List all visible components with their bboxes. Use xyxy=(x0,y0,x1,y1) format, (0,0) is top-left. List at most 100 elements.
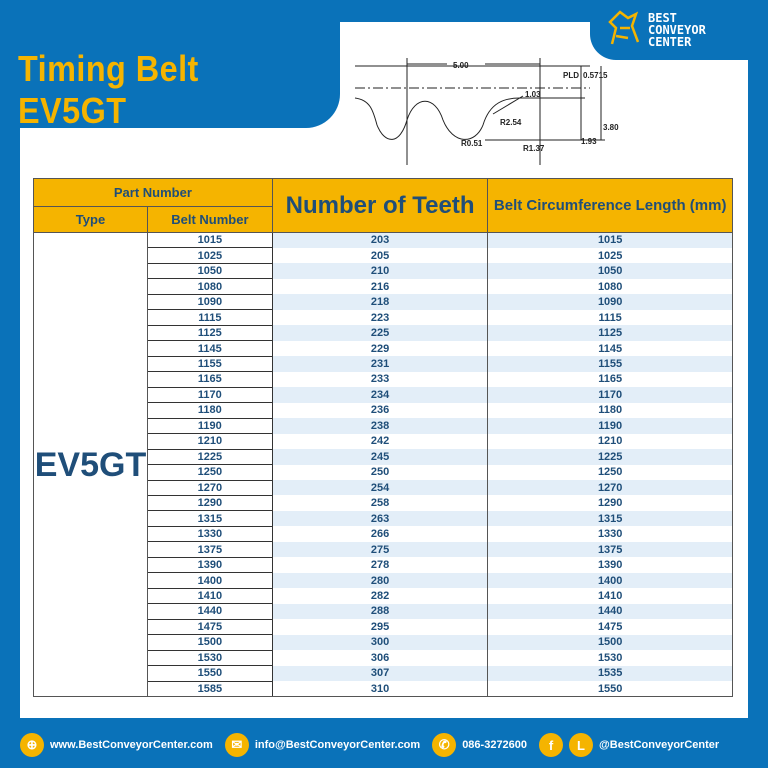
length-cell: 1390 xyxy=(487,557,733,573)
logo-line-2: CONVEYOR xyxy=(648,23,706,37)
belt-number-cell: 1375 xyxy=(146,541,273,558)
teeth-cell: 231 xyxy=(271,356,489,372)
belt-number-cell: 1170 xyxy=(146,386,273,404)
table-row: 1330 266 1330 xyxy=(34,525,733,543)
teeth-cell: 288 xyxy=(271,603,489,620)
belt-number-cell: 1165 xyxy=(146,371,273,388)
dim-pld: PLD xyxy=(563,71,579,80)
table-row: 1210 242 1210 xyxy=(34,433,733,450)
header-belt-number: Belt Number xyxy=(146,206,273,233)
phone-number[interactable]: 086-3272600 xyxy=(462,739,528,751)
length-cell: 1315 xyxy=(487,510,733,527)
length-cell: 1190 xyxy=(487,418,733,434)
dim-1-03: 1.03 xyxy=(525,90,541,99)
website-link[interactable]: www.BestConveyorCenter.com xyxy=(50,739,213,751)
table-row: 1290 258 1290 xyxy=(34,494,733,512)
teeth-cell: 233 xyxy=(271,371,489,388)
table-row: 1400 280 1400 xyxy=(34,572,733,589)
table-row: 1475 295 1475 xyxy=(34,618,733,636)
logo-line-1: BEST xyxy=(648,11,677,25)
email-link[interactable]: info@BestConveyorCenter.com xyxy=(254,739,421,751)
length-cell: 1155 xyxy=(487,356,733,372)
length-cell: 1330 xyxy=(487,526,733,542)
teeth-cell: 310 xyxy=(271,681,489,698)
length-cell: 1375 xyxy=(487,541,733,558)
teeth-cell: 205 xyxy=(271,247,489,264)
table-row: 1115 223 1115 xyxy=(34,309,733,326)
teeth-cell: 266 xyxy=(271,526,489,542)
length-cell: 1090 xyxy=(487,294,733,310)
length-cell: 1535 xyxy=(487,665,733,682)
length-cell: 1015 xyxy=(487,232,733,248)
length-cell: 1440 xyxy=(487,603,733,620)
belt-number-cell: 1225 xyxy=(146,448,273,466)
belt-number-cell: 1290 xyxy=(146,494,273,512)
table-row: 1500 300 1500 xyxy=(34,634,733,651)
belt-number-cell: 1090 xyxy=(146,293,273,311)
table-row: EV5GT 1015 203 1015 xyxy=(33,231,733,698)
belt-number-cell: 1330 xyxy=(146,525,273,543)
teeth-cell: 306 xyxy=(271,650,489,666)
dim-pld-value: 0.5715 xyxy=(583,71,608,80)
teeth-cell: 234 xyxy=(271,387,489,403)
table-row: 1050 210 1050 xyxy=(34,262,733,280)
table-row: 1315 263 1315 xyxy=(34,510,733,527)
page-title: Timing Belt EV5GT xyxy=(18,48,199,131)
length-cell: 1180 xyxy=(487,402,733,419)
teeth-cell: 210 xyxy=(271,263,489,279)
header-teeth: Number of Teeth xyxy=(271,178,489,233)
length-cell: 1025 xyxy=(487,247,733,264)
belt-number-cell: 1050 xyxy=(146,262,273,280)
contact-footer: ⊕ www.BestConveyorCenter.com ✉ info@Best… xyxy=(20,730,725,760)
teeth-cell: 236 xyxy=(271,402,489,419)
teeth-cell: 295 xyxy=(271,619,489,635)
table-row: 1440 288 1440 xyxy=(34,603,733,620)
table-row: 1410 282 1410 xyxy=(34,587,733,605)
dim-r1-37: R1.37 xyxy=(523,144,545,153)
table-row: 1165 233 1165 xyxy=(34,371,733,388)
teeth-cell: 238 xyxy=(271,418,489,434)
belt-number-cell: 1390 xyxy=(146,556,273,574)
social-handle[interactable]: @BestConveyorCenter xyxy=(599,739,720,751)
length-cell: 1410 xyxy=(487,588,733,604)
teeth-cell: 225 xyxy=(271,325,489,341)
length-cell: 1080 xyxy=(487,278,733,295)
length-cell: 1270 xyxy=(487,480,733,496)
belt-spec-table: Part Number Number of Teeth Belt Circumf… xyxy=(33,178,733,698)
teeth-cell: 242 xyxy=(271,433,489,450)
teeth-cell: 254 xyxy=(271,480,489,496)
table-row: 1585 310 1550 xyxy=(34,680,733,698)
teeth-cell: 263 xyxy=(271,510,489,527)
teeth-cell: 278 xyxy=(271,557,489,573)
table-row: 1550 307 1535 xyxy=(34,665,733,682)
belt-number-cell: 1315 xyxy=(146,510,273,527)
teeth-cell: 258 xyxy=(271,495,489,511)
table-row: 1530 306 1530 xyxy=(34,649,733,667)
table-row: 1270 254 1270 xyxy=(34,479,733,496)
dim-1-93: 1.93 xyxy=(581,137,597,146)
table-row: 1080 216 1080 xyxy=(34,278,733,295)
length-cell: 1250 xyxy=(487,464,733,480)
facebook-icon[interactable]: f xyxy=(539,733,564,757)
belt-number-cell: 1155 xyxy=(146,355,273,373)
belt-number-cell: 1410 xyxy=(146,587,273,605)
length-cell: 1170 xyxy=(487,387,733,403)
teeth-cell: 218 xyxy=(271,294,489,310)
teeth-cell: 280 xyxy=(271,572,489,589)
phone-icon: ✆ xyxy=(432,733,457,757)
length-cell: 1165 xyxy=(487,371,733,388)
belt-number-cell: 1190 xyxy=(146,417,273,435)
table-row: 1170 234 1170 xyxy=(34,386,733,404)
table-row: 1090 218 1090 xyxy=(34,293,733,311)
length-cell: 1475 xyxy=(487,619,733,635)
dim-height: 3.80 xyxy=(603,123,619,132)
table-row: 1155 231 1155 xyxy=(34,355,733,373)
dim-r0-51: R0.51 xyxy=(461,139,483,148)
belt-number-cell: 1500 xyxy=(146,634,273,651)
belt-number-cell: 1145 xyxy=(146,340,273,357)
belt-number-cell: 1270 xyxy=(146,479,273,496)
teeth-cell: 250 xyxy=(271,464,489,480)
belt-number-cell: 1440 xyxy=(146,603,273,620)
belt-number-cell: 1125 xyxy=(146,324,273,342)
line-icon[interactable]: L xyxy=(569,733,594,757)
